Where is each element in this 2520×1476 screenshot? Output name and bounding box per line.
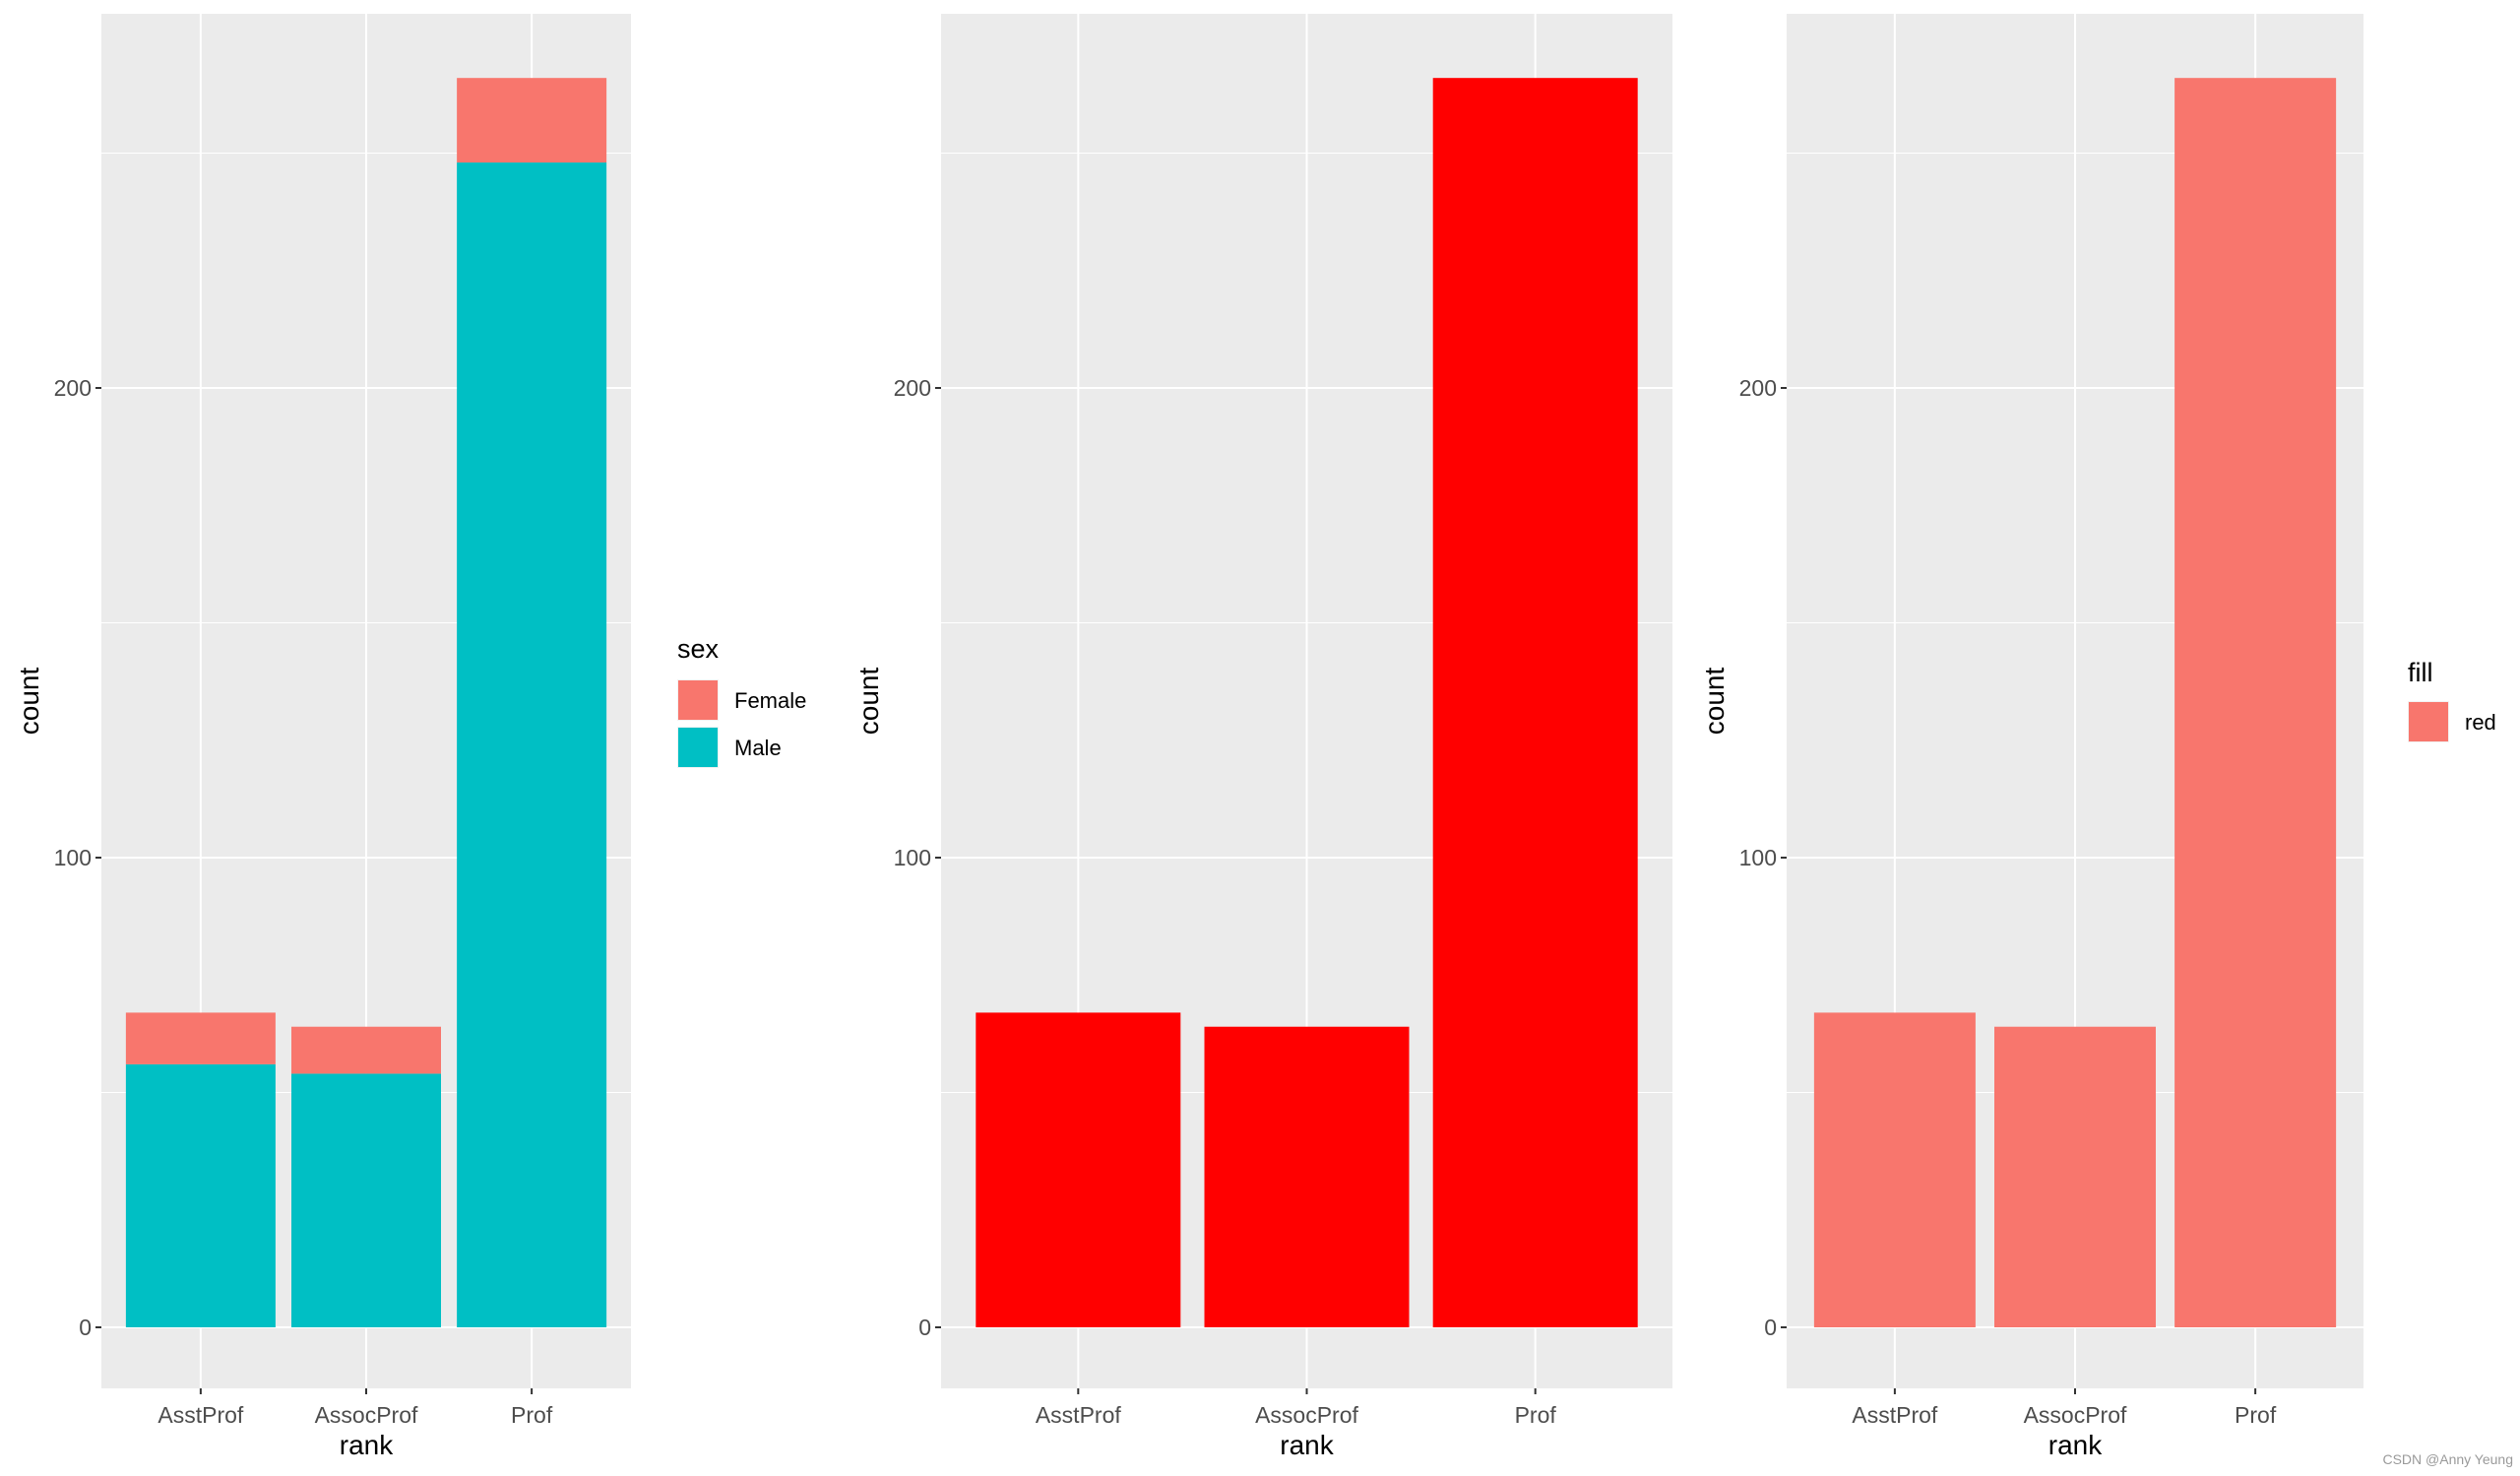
y-tick-label: 100: [1739, 845, 1777, 870]
x-tick-label: AsstProf: [1852, 1402, 1938, 1428]
x-tick-label: AssocProf: [1255, 1402, 1358, 1428]
legend-swatch: [2409, 702, 2448, 741]
y-tick-label: 0: [918, 1315, 931, 1340]
bar-assocprof-count: [1204, 1026, 1410, 1327]
bar-prof-count: [1432, 78, 1638, 1327]
bar-prof-male: [457, 162, 607, 1327]
y-tick-label: 200: [894, 375, 931, 401]
x-axis-title: rank: [340, 1430, 394, 1460]
x-tick-label: AsstProf: [1036, 1402, 1122, 1428]
x-tick-label: AsstProf: [158, 1402, 244, 1428]
x-tick-label: AssocProf: [2024, 1402, 2127, 1428]
bar-asstprof-female: [125, 1012, 276, 1064]
legend-title: sex: [677, 634, 720, 664]
watermark: CSDN @Anny Yeung: [2382, 1451, 2513, 1467]
x-tick-label: Prof: [1515, 1402, 1557, 1428]
bar-assocprof-red: [1994, 1026, 2156, 1327]
legend-label: Female: [734, 688, 806, 713]
bar-asstprof-red: [1813, 1012, 1976, 1327]
bar-prof-female: [457, 78, 607, 163]
x-tick-label: Prof: [2235, 1402, 2277, 1428]
bar-asstprof-count: [976, 1012, 1181, 1327]
y-tick-label: 0: [79, 1315, 92, 1340]
y-axis-title: count: [1699, 668, 1730, 736]
x-axis-title: rank: [1280, 1430, 1334, 1460]
y-tick-label: 200: [54, 375, 92, 401]
legend-title: fill: [2408, 658, 2433, 687]
y-tick-label: 0: [1764, 1315, 1777, 1340]
bar-asstprof-male: [125, 1063, 276, 1327]
legend-label: red: [2465, 710, 2496, 735]
bar-assocprof-female: [291, 1026, 441, 1074]
legend-swatch: [678, 680, 718, 720]
legend-swatch: [678, 728, 718, 767]
legend-label: Male: [734, 736, 782, 760]
y-tick-label: 100: [54, 845, 92, 870]
bar-prof-red: [2174, 78, 2337, 1327]
bar-assocprof-male: [291, 1073, 441, 1327]
y-tick-label: 200: [1739, 375, 1777, 401]
chart-panel-3: 0 100 200 AsstProf AssocProf Prof rank count fil…: [1699, 14, 2496, 1460]
x-axis-title: rank: [2048, 1430, 2103, 1460]
y-axis-title: count: [14, 668, 44, 736]
x-tick-label: Prof: [511, 1402, 553, 1428]
chart-panel-1: 0 100 200 AsstProf AssocProf Prof rank count sex…: [14, 14, 806, 1460]
y-tick-label: 100: [894, 845, 931, 870]
chart-panel-2: 0 100 200 AsstProf AssocProf Prof rank count: [853, 14, 1672, 1460]
x-tick-label: AssocProf: [315, 1402, 418, 1428]
y-axis-title: count: [853, 668, 884, 736]
